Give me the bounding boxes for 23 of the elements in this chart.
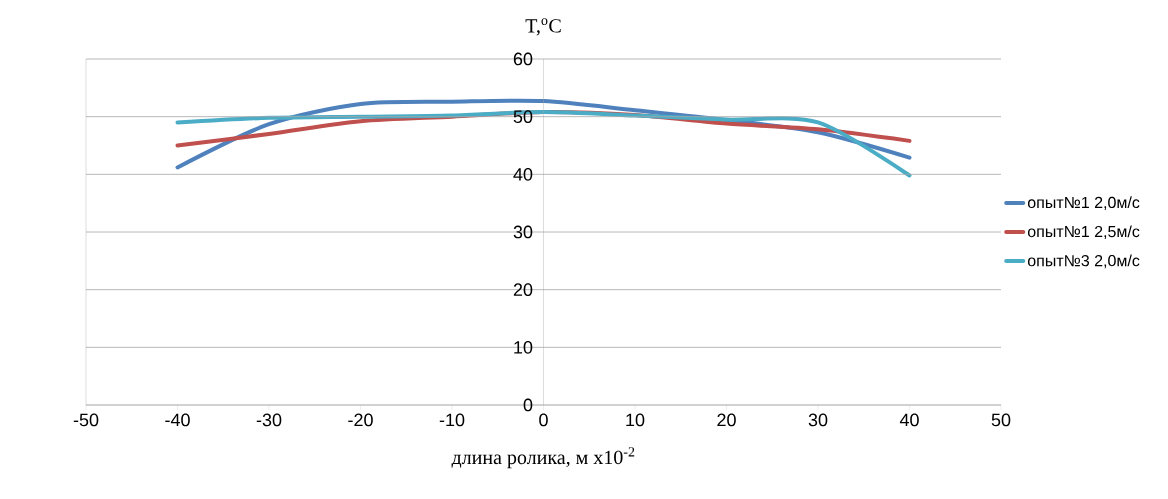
x-tick-label: 40: [899, 413, 919, 427]
y-tick-label: 20: [513, 283, 533, 297]
x-tick-label: 50: [991, 413, 1011, 427]
x-tick-label: 30: [808, 413, 828, 427]
x-tick-label: -30: [256, 413, 282, 427]
chart-title: T,$^{o}$C: [525, 18, 561, 36]
x-tick-label: 0: [539, 413, 548, 427]
x-tick-label: -20: [348, 413, 373, 427]
y-tick-label: 0: [523, 398, 533, 412]
x-tick-label: -10: [439, 413, 465, 427]
legend-label: опыт№1 2,5м/с: [1027, 225, 1140, 240]
y-tick-label: 60: [513, 52, 533, 66]
y-tick-label: 30: [513, 225, 533, 239]
y-tick-label: 50: [513, 110, 533, 124]
x-tick-label: 20: [717, 413, 736, 427]
x-tick-label: -40: [165, 413, 190, 427]
legend-label: опыт№3 2,0м/с: [1027, 254, 1140, 269]
x-tick-label: 10: [626, 413, 645, 427]
x-tick-label: -50: [73, 413, 99, 427]
x-axis-title: длина ролика, м х10$^{-2}$: [451, 447, 635, 469]
y-tick-label: 40: [513, 167, 533, 181]
legend-label: опыт№1 2,0м/с: [1027, 196, 1140, 210]
y-tick-label: 10: [514, 340, 533, 354]
